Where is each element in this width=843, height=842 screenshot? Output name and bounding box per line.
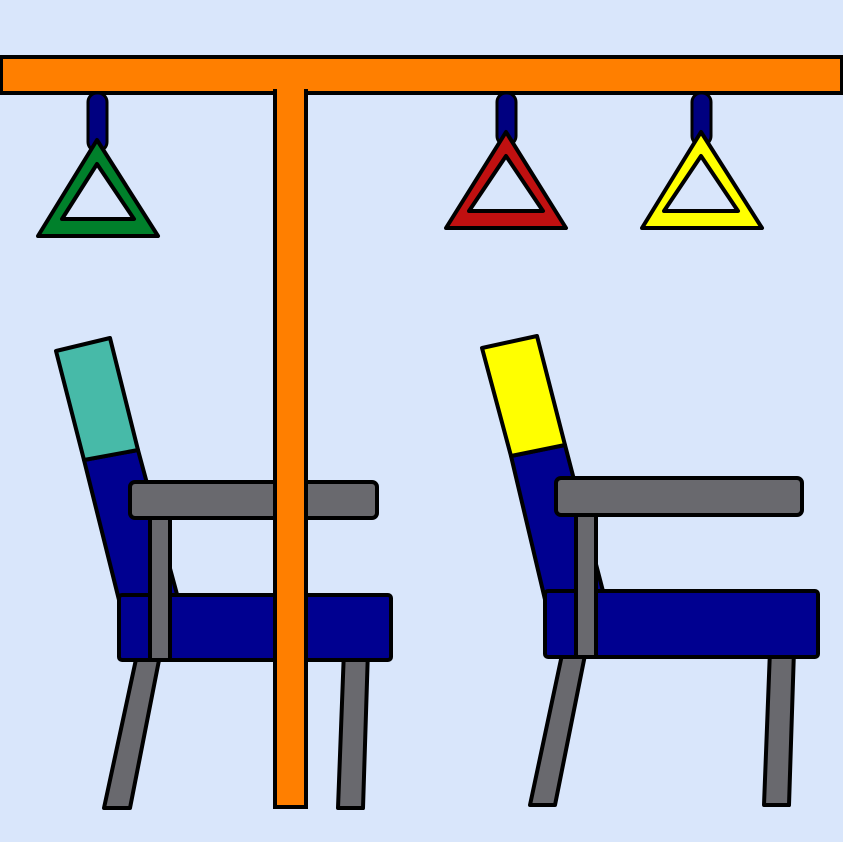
hand-grip-3 [640, 91, 764, 230]
armrest-post [148, 506, 172, 662]
hand-grip-ring [36, 138, 160, 238]
seat-left [54, 336, 393, 810]
seat-headrest [54, 336, 140, 462]
armrest-post [574, 502, 598, 659]
seat-cushion [543, 589, 820, 659]
seat-headrest [480, 334, 567, 458]
seat-cushion [117, 593, 393, 662]
armrest [128, 480, 379, 520]
vertical-pole [273, 89, 308, 809]
hand-grip-2 [444, 91, 568, 230]
hand-grip-ring [640, 130, 764, 230]
hand-grip-1 [36, 91, 160, 238]
pole-joint [277, 59, 304, 95]
seat-leg-rear [336, 648, 370, 810]
seat-leg-rear [762, 648, 796, 807]
hand-grip-ring [444, 130, 568, 230]
armrest [554, 476, 804, 517]
seat-right [480, 334, 820, 807]
overhead-rail [0, 55, 843, 95]
